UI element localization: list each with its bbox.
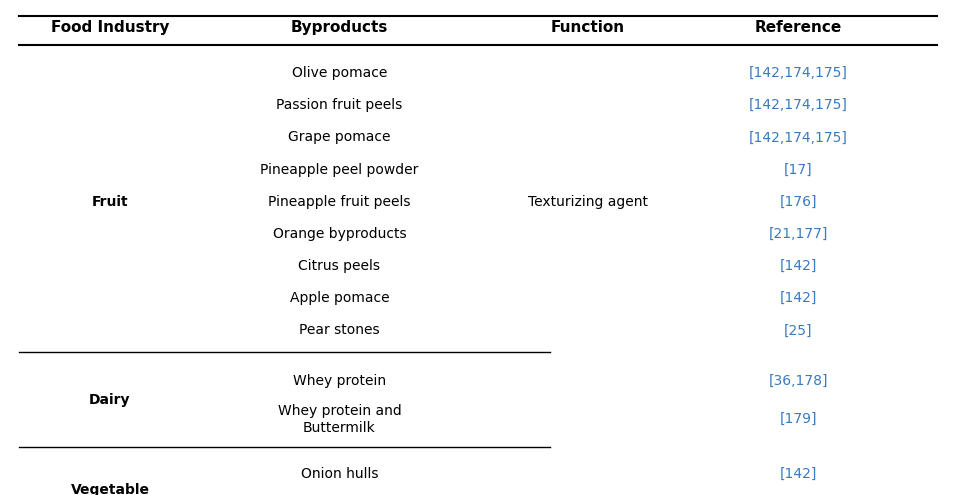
Text: [142,174,175]: [142,174,175] bbox=[749, 98, 848, 112]
Text: Texturizing agent: Texturizing agent bbox=[528, 195, 648, 209]
Text: Reference: Reference bbox=[754, 20, 842, 35]
Text: Byproducts: Byproducts bbox=[291, 20, 388, 35]
Text: Pineapple peel powder: Pineapple peel powder bbox=[260, 162, 419, 177]
Text: Function: Function bbox=[551, 20, 625, 35]
Text: [142]: [142] bbox=[779, 467, 817, 481]
Text: Onion hulls: Onion hulls bbox=[300, 467, 379, 481]
Text: Food Industry: Food Industry bbox=[51, 20, 169, 35]
Text: [142,174,175]: [142,174,175] bbox=[749, 66, 848, 80]
Text: Vegetable: Vegetable bbox=[71, 483, 149, 495]
Text: [36,178]: [36,178] bbox=[769, 374, 828, 388]
Text: Olive pomace: Olive pomace bbox=[292, 66, 387, 80]
Text: [17]: [17] bbox=[784, 162, 813, 177]
Text: [179]: [179] bbox=[779, 412, 817, 426]
Text: [142,174,175]: [142,174,175] bbox=[749, 130, 848, 145]
Text: Citrus peels: Citrus peels bbox=[298, 259, 380, 273]
Text: Pineapple fruit peels: Pineapple fruit peels bbox=[268, 195, 411, 209]
Text: [142]: [142] bbox=[779, 259, 817, 273]
Text: Whey protein and
Buttermilk: Whey protein and Buttermilk bbox=[277, 403, 402, 435]
Text: Grape pomace: Grape pomace bbox=[288, 130, 391, 145]
Text: [25]: [25] bbox=[784, 323, 813, 338]
Text: [21,177]: [21,177] bbox=[769, 227, 828, 241]
Text: Passion fruit peels: Passion fruit peels bbox=[276, 98, 402, 112]
Text: [176]: [176] bbox=[779, 195, 817, 209]
Text: Whey protein: Whey protein bbox=[293, 374, 386, 388]
Text: Apple pomace: Apple pomace bbox=[290, 291, 389, 305]
Text: Orange byproducts: Orange byproducts bbox=[272, 227, 406, 241]
Text: Dairy: Dairy bbox=[89, 393, 131, 407]
Text: [142]: [142] bbox=[779, 291, 817, 305]
Text: Pear stones: Pear stones bbox=[299, 323, 380, 338]
Text: Fruit: Fruit bbox=[92, 195, 128, 209]
